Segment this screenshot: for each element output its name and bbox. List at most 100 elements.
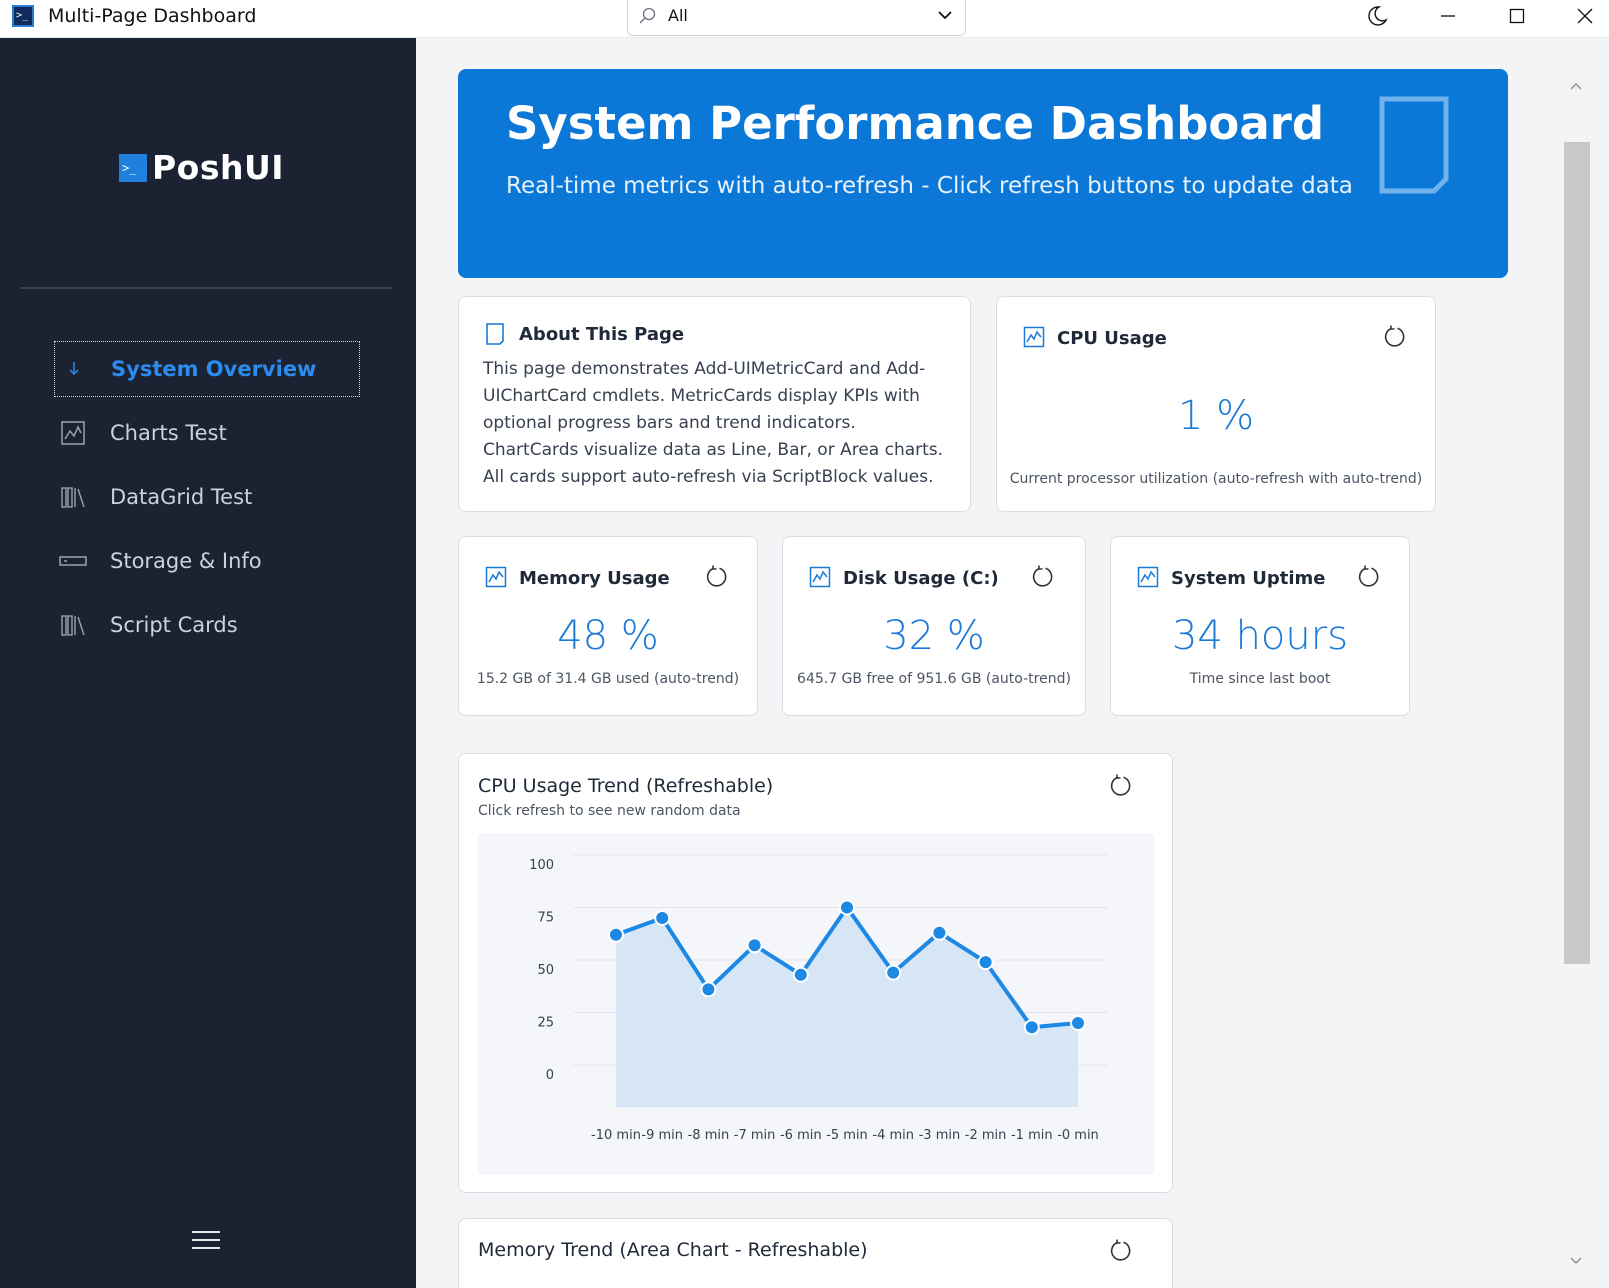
page-icon	[485, 322, 505, 350]
sidebar-item-storage-info[interactable]: Storage & Info	[54, 533, 360, 589]
library-icon	[58, 485, 88, 509]
refresh-icon[interactable]	[1109, 1239, 1133, 1267]
x-tick-label: -8 min	[688, 1128, 730, 1143]
data-point[interactable]	[654, 910, 671, 926]
data-point[interactable]	[608, 926, 624, 943]
disk-metric-card: Disk Usage (C:) 32 % 645.7 GB free of 95…	[782, 536, 1086, 716]
sidebar-divider	[20, 287, 392, 289]
cpu-trend-subtitle: Click refresh to see new random data	[478, 803, 741, 819]
y-tick-label: 50	[537, 963, 554, 978]
y-tick-label: 100	[529, 858, 554, 873]
memory-description: 15.2 GB of 31.4 GB used (auto-trend)	[476, 671, 740, 687]
sidebar-item-charts-test[interactable]: Charts Test	[54, 405, 360, 461]
data-point[interactable]	[977, 954, 994, 971]
x-tick-label: -0 min	[1057, 1128, 1099, 1143]
page-icon	[1374, 95, 1450, 199]
data-point[interactable]	[1023, 1019, 1040, 1036]
disk-value: 32 %	[883, 613, 985, 659]
cpu-trend-card: CPU Usage Trend (Refreshable) Click refr…	[458, 753, 1173, 1193]
sidebar-item-script-cards[interactable]: Script Cards	[54, 597, 360, 653]
x-tick-label: -6 min	[780, 1128, 822, 1143]
search-icon	[638, 6, 658, 30]
y-tick-label: 0	[546, 1068, 554, 1083]
chart-icon	[485, 566, 507, 592]
cpu-title: CPU Usage	[1057, 328, 1167, 349]
page-filter-dropdown[interactable]: All	[627, 0, 966, 36]
y-tick-label: 25	[537, 1016, 554, 1031]
data-point[interactable]	[1070, 1015, 1086, 1031]
refresh-icon[interactable]	[1383, 325, 1407, 353]
refresh-icon[interactable]	[1109, 774, 1133, 802]
x-tick-label: -3 min	[919, 1128, 961, 1143]
refresh-icon[interactable]	[705, 565, 729, 593]
maximize-button[interactable]	[1497, 4, 1537, 32]
sidebar-item-label: System Overview	[111, 357, 317, 381]
cpu-value: 1 %	[1177, 393, 1255, 439]
logo: >_ PoshUI	[119, 148, 284, 187]
filter-value: All	[668, 6, 688, 25]
uptime-title: System Uptime	[1171, 568, 1326, 589]
chart-icon	[1023, 326, 1045, 352]
maximize-icon	[1509, 8, 1525, 28]
data-point[interactable]	[700, 981, 717, 998]
disk-title: Disk Usage (C:)	[843, 568, 999, 589]
hamburger-icon	[192, 1231, 220, 1254]
x-tick-label: -7 min	[734, 1128, 776, 1143]
app-icon: >_	[12, 5, 34, 27]
moon-icon	[1366, 5, 1388, 31]
minimize-button[interactable]	[1428, 4, 1468, 32]
chart-icon	[809, 566, 831, 592]
title-bar: >_ Multi-Page Dashboard All	[0, 0, 1609, 38]
scrollbar-thumb[interactable]	[1564, 142, 1590, 964]
cpu-trend-chart-svg: 100 75 50 25 0 -10 min -9 min -8 min -7 min -6 mi…	[529, 854, 1108, 1143]
hero-banner: System Performance Dashboard Real-time m…	[458, 69, 1508, 278]
chevron-down-icon	[936, 6, 954, 28]
chart-icon	[58, 420, 88, 446]
x-tick-label: -4 min	[872, 1128, 914, 1143]
refresh-icon[interactable]	[1031, 565, 1055, 593]
scroll-down-icon[interactable]	[1570, 1250, 1582, 1269]
theme-toggle-button[interactable]	[1357, 4, 1397, 32]
sidebar-item-label: Script Cards	[110, 613, 238, 637]
sidebar-item-label: Storage & Info	[110, 549, 262, 573]
memory-trend-title: Memory Trend (Area Chart - Refreshable)	[478, 1239, 868, 1261]
logo-text: PoshUI	[152, 148, 285, 187]
chart-icon	[1137, 566, 1159, 592]
close-button[interactable]	[1565, 4, 1605, 32]
data-point[interactable]	[792, 966, 809, 983]
about-card: About This Page This page demonstrates A…	[458, 296, 971, 512]
data-point[interactable]	[931, 924, 948, 941]
drive-icon	[58, 554, 88, 568]
data-point[interactable]	[839, 899, 855, 916]
x-tick-label: -5 min	[826, 1128, 868, 1143]
memory-metric-card: Memory Usage 48 % 15.2 GB of 31.4 GB use…	[458, 536, 758, 716]
sidebar-item-label: DataGrid Test	[110, 485, 253, 509]
data-point[interactable]	[885, 964, 902, 981]
menu-toggle-button[interactable]	[192, 1230, 220, 1254]
uptime-value: 34 hours	[1171, 613, 1349, 659]
uptime-metric-card: System Uptime 34 hours Time since last b…	[1110, 536, 1410, 716]
x-tick-label: -2 min	[965, 1128, 1007, 1143]
scroll-up-icon[interactable]	[1570, 75, 1582, 94]
memory-value: 48 %	[557, 613, 659, 659]
refresh-icon[interactable]	[1357, 565, 1381, 593]
x-tick-label: -10 min	[591, 1128, 641, 1143]
cpu-metric-card: CPU Usage 1 % Current processor utilizat…	[996, 296, 1436, 512]
cpu-trend-chart: 100 75 50 25 0 -10 min -9 min -8 min -7 min -6 mi…	[478, 833, 1154, 1175]
sidebar-item-datagrid-test[interactable]: DataGrid Test	[54, 469, 360, 525]
sidebar: >_ PoshUI System Overview Charts Test Da…	[0, 38, 416, 1288]
x-tick-label: -9 min	[641, 1128, 683, 1143]
sidebar-item-system-overview[interactable]: System Overview	[54, 341, 360, 397]
cpu-description: Current processor utilization (auto-refr…	[1009, 471, 1423, 487]
window-title: Multi-Page Dashboard	[48, 5, 257, 27]
vertical-scrollbar[interactable]	[1563, 68, 1589, 1268]
logo-icon: >_	[119, 153, 147, 182]
uptime-description: Time since last boot	[1189, 671, 1331, 687]
cpu-trend-title: CPU Usage Trend (Refreshable)	[478, 775, 774, 797]
disk-description: 645.7 GB free of 951.6 GB (auto-trend)	[797, 671, 1071, 687]
memory-title: Memory Usage	[519, 568, 670, 589]
sidebar-item-label: Charts Test	[110, 421, 227, 445]
library-icon	[58, 613, 88, 637]
data-point[interactable]	[746, 937, 763, 954]
y-tick-label: 75	[537, 911, 554, 926]
